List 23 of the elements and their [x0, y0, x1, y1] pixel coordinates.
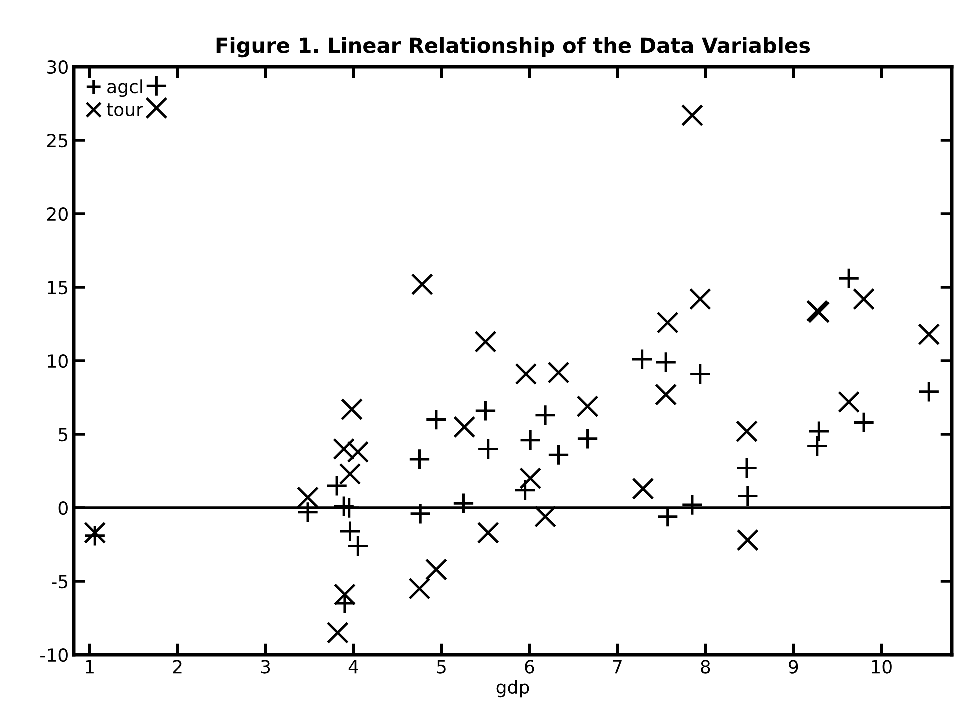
y-tick-label: 10	[48, 354, 68, 368]
y-tick-label: 25	[47, 134, 68, 148]
legend-label: agcl	[108, 80, 142, 98]
x-tick-label: 2	[173, 660, 182, 674]
x-tick-label: 7	[613, 660, 622, 674]
x-tick-label: 3	[261, 660, 270, 674]
x-tick-label: 6	[525, 660, 534, 674]
y-tick-label: -10	[40, 648, 68, 662]
y-tick-label: 20	[47, 207, 68, 222]
x-tick-label: 4	[348, 660, 358, 674]
legend-label: tour	[106, 104, 144, 117]
y-tick-label: 0	[58, 501, 68, 516]
x-tick-label: 10	[872, 660, 892, 674]
chart-title: Figure 1. Linear Relationship of the Data Variables	[216, 37, 810, 58]
x-tick-label: 5	[437, 660, 446, 674]
x-tick-label: 8	[701, 660, 710, 674]
y-tick-label: -5	[52, 575, 68, 589]
y-tick-label: 5	[59, 428, 68, 442]
y-tick-label: 30	[48, 60, 68, 74]
x-tick-label: 1	[86, 660, 94, 674]
x-axis-title: gdp	[496, 680, 530, 698]
x-tick-label: 9	[789, 660, 798, 674]
y-tick-label: 15	[48, 281, 68, 295]
